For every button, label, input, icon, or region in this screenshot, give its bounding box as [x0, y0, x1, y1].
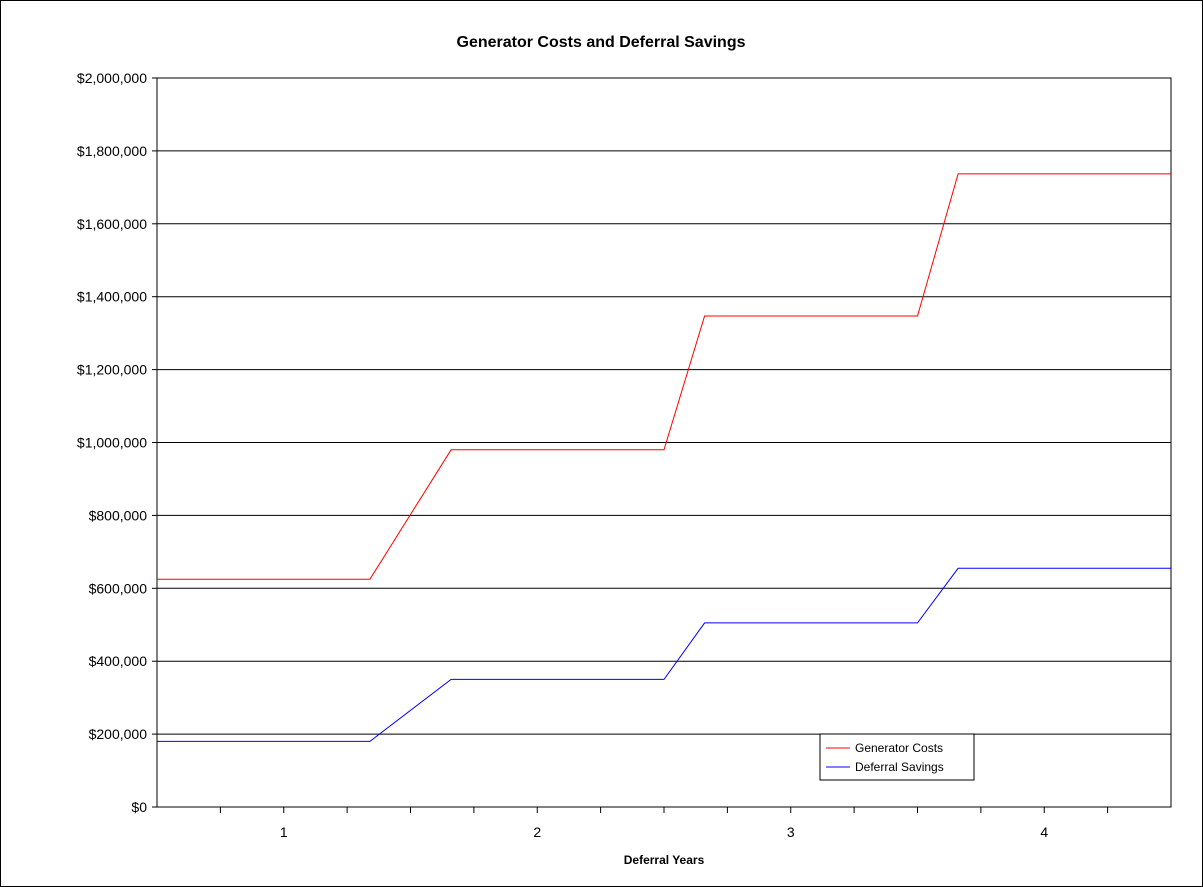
- grid-layer: [157, 77, 1171, 808]
- x-tick-label: 1: [280, 824, 288, 840]
- legend-box: [819, 733, 975, 781]
- y-tick-label: $1,200,000: [77, 362, 147, 378]
- x-tick-label: 4: [1040, 824, 1048, 840]
- chart-title: Generator Costs and Deferral Savings: [457, 34, 746, 51]
- series-line-2: [157, 567, 1171, 742]
- x-tick-label: 3: [787, 824, 795, 840]
- y-tick-label: $600,000: [89, 580, 148, 596]
- series-line-1: [157, 173, 1171, 580]
- y-tick-label: $1,800,000: [77, 143, 147, 159]
- legend-label: Deferral Savings: [855, 760, 944, 774]
- legend-label: Generator Costs: [855, 741, 943, 755]
- y-tick-label: $1,600,000: [77, 216, 147, 232]
- y-tick-label: $200,000: [89, 726, 148, 742]
- legend: Generator Costs Deferral Savings: [819, 733, 975, 781]
- y-tick-label: $0: [131, 799, 147, 815]
- y-tick-label: $400,000: [89, 653, 148, 669]
- axis-layer: $0 $200,000 $400,000 $600,000 $800,000 $1,000…: [77, 70, 1109, 840]
- x-axis-title: Deferral Years: [624, 853, 705, 867]
- y-tick-label: $1,000,000: [77, 435, 147, 451]
- y-tick-label: $1,400,000: [77, 289, 147, 305]
- y-tick-label: $800,000: [89, 507, 148, 523]
- x-tick-label: 2: [533, 824, 541, 840]
- series-layer: [157, 173, 1171, 742]
- y-tick-label: $2,000,000: [77, 70, 147, 86]
